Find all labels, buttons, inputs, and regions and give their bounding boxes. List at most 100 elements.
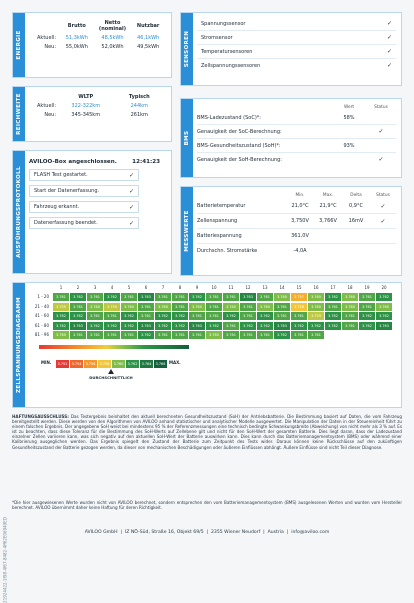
cell-voltage: 3.763 — [376, 321, 392, 330]
document-id: 21924422-1f98-4f67-8482-4ff62E06949ED — [2, 517, 8, 603]
cell-voltage: 3.761 — [121, 293, 137, 301]
cell-voltage: 3.761 — [240, 331, 256, 339]
check: ✓ — [386, 34, 392, 41]
cell-voltage: 3.762 — [257, 312, 273, 320]
cell-voltage: 3.763 — [138, 293, 154, 301]
cell-voltage: 3.762 — [53, 312, 69, 320]
step-text: Fahrzeug erkannt. — [34, 204, 80, 210]
cell-row-label: 81 - 96 — [34, 332, 49, 337]
cell-voltage: 3.761 — [104, 331, 120, 339]
cell-voltage: 3.761 — [155, 293, 171, 301]
cell-voltage: 3.761 — [189, 312, 205, 320]
cell-column-header: 10 — [211, 285, 217, 290]
section-title: ENERGIE — [16, 30, 22, 60]
check: ✓ — [128, 171, 134, 179]
mess-row: Batteriespannung 361,0V — [197, 229, 396, 244]
cell-voltage: 3.761 — [206, 312, 222, 320]
row-label: Durchschn. Stromstärke — [197, 248, 258, 254]
section-title: SENSOREN — [184, 30, 190, 68]
cell-column-header: 11 — [228, 285, 234, 290]
cell-column-header: 18 — [347, 285, 353, 290]
check: ✓ — [128, 219, 134, 227]
row-label: BMS-Ladezustand (SoC)*: — [197, 114, 261, 121]
column-header: Status — [374, 104, 388, 110]
sensor-row: Zellspannungssensoren ✓ — [197, 59, 396, 72]
cell-row-label: 1 - 20 — [37, 294, 49, 299]
cell-voltage: 3.761 — [342, 321, 358, 330]
cell-voltage: 3.761 — [257, 293, 273, 301]
check: ✓ — [386, 62, 392, 69]
cell-voltage: 3.760 — [121, 302, 137, 311]
legend-box: 3.754 — [69, 359, 84, 369]
check: ✓ — [386, 48, 392, 55]
cell-column-header: 14 — [279, 285, 285, 290]
cell-voltage: 3.762 — [104, 293, 120, 301]
cell-voltage: 3.761 — [223, 331, 239, 339]
sensor-row: Temperatursensoren ✓ — [197, 45, 396, 59]
cell-voltage: 3.762 — [155, 312, 171, 320]
legend-box: 3.760 — [111, 359, 126, 369]
cell-voltage: 3.763 — [70, 321, 86, 330]
cell-column-header: 12 — [245, 285, 251, 290]
section-strip: AUSFÜHRUNGSPROTOKOLL — [13, 151, 25, 273]
sensor-row: Spannungssensor ✓ — [197, 17, 396, 31]
value: 0,9°C — [349, 203, 363, 209]
cell-voltage: 3.761 — [359, 302, 375, 311]
row-label: Genauigkeit der SoH-Berechnung: — [197, 156, 282, 163]
cell-voltage: 3.763 — [240, 293, 256, 301]
cell-voltage: 3.761 — [274, 302, 290, 311]
sensor-name: Spannungssensor — [201, 20, 246, 27]
cell-voltage: 3.761 — [325, 302, 341, 311]
cell-voltage: 3.761 — [138, 312, 154, 320]
cell-voltage: 3.760 — [155, 302, 171, 311]
cell-column-header: 15 — [296, 285, 302, 290]
reichweite-card: REICHWEITE WLTP Typisch Aktuell: 322-322km 24… — [12, 86, 172, 142]
value: 322-322km — [71, 103, 101, 109]
cell-voltage: 3.761 — [240, 302, 256, 311]
cell-column-header: 17 — [330, 285, 336, 290]
cell-voltage: 3.762 — [104, 321, 120, 330]
cell-voltage: 3.762 — [359, 321, 375, 330]
value: 52,0kWh — [101, 44, 124, 50]
cell-voltage: 3.760 — [53, 331, 69, 339]
cell-column-header: 1 — [59, 285, 63, 290]
cell-column-header: 6 — [144, 285, 148, 290]
cell-column-header: 13 — [262, 285, 268, 290]
column-header: WLTP — [78, 94, 94, 100]
section-strip: ENERGIE — [13, 13, 25, 77]
section-strip: REICHWEITE — [13, 87, 25, 141]
cell-voltage: 3.762 — [325, 312, 341, 320]
cell-voltage: 3.761 — [223, 293, 239, 301]
cell-voltage: 3.762 — [121, 321, 137, 330]
table: Brutto Netto (nominal) Nutzbar Aktuell: 51,3… — [29, 20, 166, 50]
cell-voltage: 3.761 — [342, 312, 358, 320]
section-strip: SENSOREN — [181, 13, 193, 85]
value: 55,0kWh — [65, 44, 88, 50]
cell-voltage: 3.761 — [172, 331, 188, 339]
legend-box: 3.752 — [55, 359, 70, 369]
cell-voltage: 3.762 — [172, 321, 188, 330]
protocol-time: 12:41:23 — [132, 159, 160, 165]
protocol-step: Datenerfassung beendet. ✓ — [29, 217, 139, 229]
section-title: AUSFÜHRUNGSPROTOKOLL — [16, 166, 22, 258]
cell-voltage: 3.762 — [87, 321, 103, 330]
column-header: Brutto — [67, 23, 86, 29]
bms-header: Wert Status — [197, 103, 396, 111]
cell-voltage: 3.760 — [223, 302, 239, 311]
value: 16mV — [348, 218, 364, 224]
value: -4,0A — [293, 248, 307, 254]
cell-voltage: 3.761 — [206, 293, 222, 301]
cell-column-header: 4 — [110, 285, 114, 290]
cell-voltage: 3.761 — [189, 331, 205, 339]
row-label: Neu: — [44, 44, 56, 50]
cell-voltage: 3.760 — [206, 331, 222, 339]
cell-voltage: 3.761 — [257, 331, 273, 339]
row-label: Batterietemperatur — [197, 203, 246, 209]
cell-voltage: 3.760 — [342, 302, 358, 311]
cell-voltage: 3.763 — [189, 321, 205, 330]
bms-row: Genauigkeit der SoH-Berechnung: ✓ — [197, 153, 396, 166]
bms-row: BMS-Ladezustand (SoC)*: 58% — [197, 111, 396, 125]
legend-box: 3.766 — [153, 359, 168, 369]
messwerte-card: MESSWERTE Min. Max. Delta Status Batterietemp… — [180, 186, 402, 276]
protokoll-card: AUSFÜHRUNGSPROTOKOLL AVILOO-Box angeschlo… — [12, 150, 172, 274]
